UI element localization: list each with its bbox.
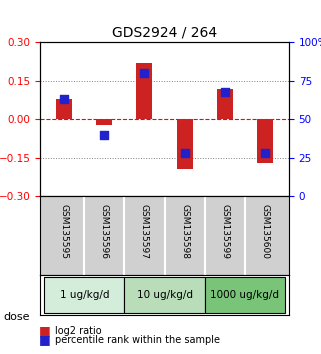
- Point: [222, 89, 227, 95]
- Text: GSM135598: GSM135598: [180, 204, 189, 259]
- Text: 1000 ug/kg/d: 1000 ug/kg/d: [210, 290, 279, 300]
- Text: ■: ■: [39, 325, 50, 337]
- Text: ■: ■: [39, 333, 50, 346]
- Point: [142, 70, 147, 76]
- Point: [182, 150, 187, 156]
- Bar: [177, 119, 193, 170]
- Text: GSM135600: GSM135600: [260, 204, 269, 259]
- Point: [262, 150, 267, 156]
- Text: GSM135595: GSM135595: [60, 204, 69, 259]
- Text: percentile rank within the sample: percentile rank within the sample: [55, 335, 220, 345]
- Point: [102, 132, 107, 138]
- Bar: [96, 119, 112, 125]
- Text: GSM135596: GSM135596: [100, 204, 109, 259]
- Text: 1 ug/kg/d: 1 ug/kg/d: [59, 290, 109, 300]
- Text: GSM135597: GSM135597: [140, 204, 149, 259]
- Bar: [217, 88, 233, 119]
- Point: [62, 97, 67, 102]
- FancyBboxPatch shape: [125, 278, 205, 313]
- Text: dose: dose: [3, 312, 30, 322]
- Text: log2 ratio: log2 ratio: [55, 326, 101, 336]
- Text: 10 ug/kg/d: 10 ug/kg/d: [136, 290, 193, 300]
- Text: GSM135599: GSM135599: [220, 204, 229, 259]
- FancyBboxPatch shape: [44, 278, 125, 313]
- Bar: [136, 63, 152, 119]
- Title: GDS2924 / 264: GDS2924 / 264: [112, 26, 217, 40]
- Bar: [257, 119, 273, 163]
- FancyBboxPatch shape: [205, 278, 285, 313]
- Bar: [56, 99, 72, 119]
